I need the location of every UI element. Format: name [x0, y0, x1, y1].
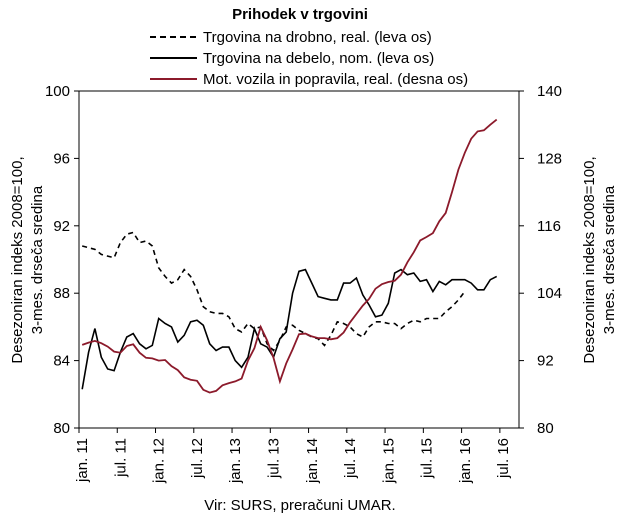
right-tick-label: 116	[537, 218, 561, 235]
x-tick-label: jan. 12	[151, 438, 168, 484]
x-tick-label: jul. 16	[495, 438, 512, 479]
left-tick-label: 92	[53, 218, 70, 235]
right-tick-label: 140	[537, 83, 562, 100]
legend-label-vehicles: Mot. vozila in popravila, real. (desna o…	[203, 71, 468, 88]
x-tick-label: jan. 14	[304, 438, 321, 484]
x-tick-label: jan. 16	[457, 438, 474, 484]
right-tick-label: 80	[537, 420, 554, 437]
y-axis-label-right-line1: Desezoniran indeks 2008=100,	[581, 156, 598, 363]
x-tick-label: jul. 12	[189, 438, 206, 479]
right-tick-label: 104	[537, 285, 562, 302]
y-axis-label-left: Desezoniran indeks 2008=100, 3-mes. drse…	[9, 156, 46, 363]
y-axis-label-left-line2: 3-mes. drseča sredina	[29, 185, 46, 334]
series-line-retail	[81, 231, 466, 352]
right-tick-label: 92	[537, 353, 554, 370]
right-axis: 80 92 104 116 128 140	[519, 83, 562, 437]
x-tick-label: jan. 15	[380, 438, 397, 484]
series-line-wholesale	[81, 268, 498, 390]
y-axis-label-left-line1: Desezoniran indeks 2008=100,	[9, 156, 26, 363]
x-tick-label: jan. 13	[227, 438, 244, 484]
x-tick-label: jul. 11	[112, 438, 129, 478]
left-tick-label: 80	[53, 420, 70, 437]
source-note: Vir: SURS, preračuni UMAR.	[204, 497, 395, 514]
x-tick-label: jul. 15	[419, 438, 436, 479]
x-axis: jan. 11 jul. 11 jan. 12 jul. 12 jan. 13 jul. …	[74, 428, 512, 484]
legend-label-wholesale: Trgovina na debelo, nom. (leva os)	[203, 50, 434, 67]
series-line-vehicles	[81, 118, 498, 394]
legend: Trgovina na drobno, real. (leva os) Trgo…	[150, 29, 468, 88]
left-tick-label: 88	[53, 285, 70, 302]
left-tick-label: 96	[53, 150, 70, 167]
x-tick-label: jul. 14	[342, 438, 359, 479]
x-tick-label: jan. 11	[74, 438, 91, 483]
left-tick-label: 100	[45, 83, 70, 100]
left-tick-label: 84	[53, 353, 70, 370]
y-axis-label-right-line2: 3-mes. drseča sredina	[601, 185, 618, 334]
plot-area	[78, 90, 520, 429]
left-axis: 80 84 88 92 96 100	[45, 83, 79, 437]
y-axis-label-right: Desezoniran indeks 2008=100, 3-mes. drse…	[581, 156, 618, 363]
legend-label-retail: Trgovina na drobno, real. (leva os)	[203, 29, 432, 46]
right-tick-label: 128	[537, 150, 562, 167]
x-tick-label: jul. 13	[265, 438, 282, 479]
chart-title: Prihodek v trgovini	[232, 6, 368, 23]
